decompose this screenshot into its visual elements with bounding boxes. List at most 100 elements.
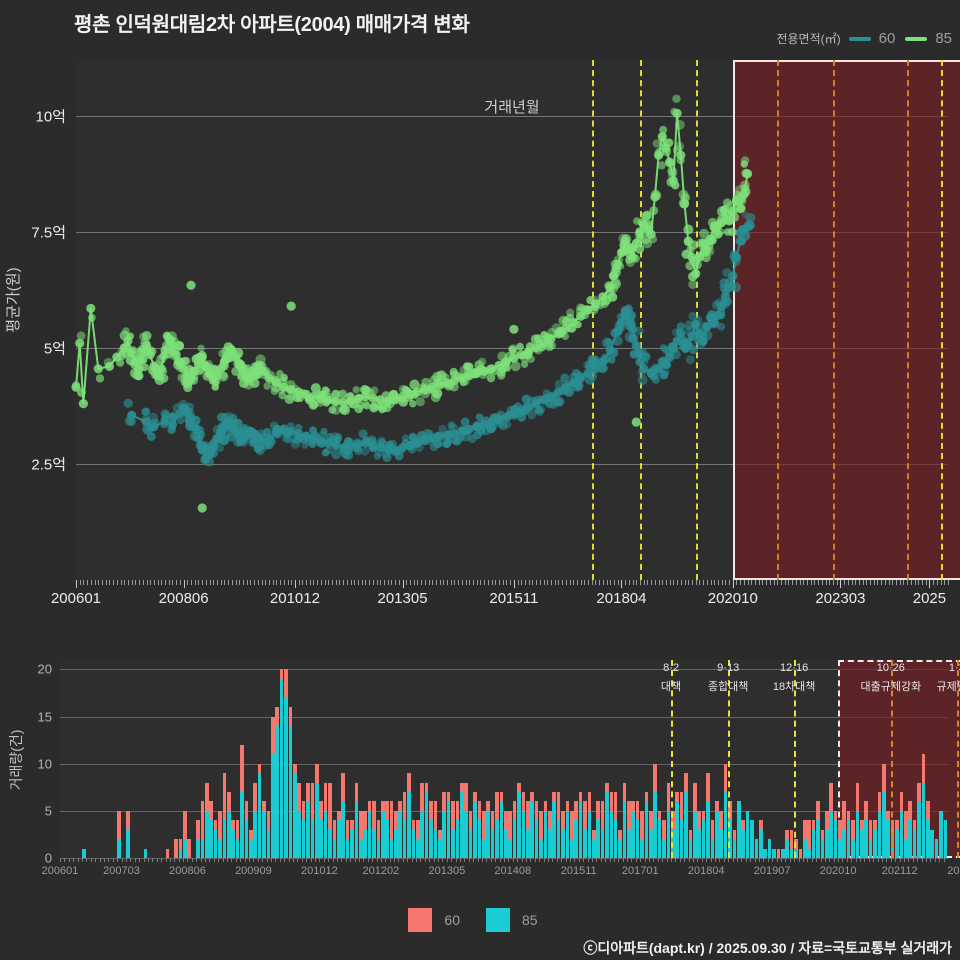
bar-segment-85 [389, 839, 394, 858]
bar [117, 660, 121, 858]
x-axis-tick [369, 580, 371, 585]
data-point [433, 439, 443, 449]
bar-segment-85 [332, 839, 337, 858]
bar-segment-85 [143, 848, 148, 858]
x-axis-tick [534, 858, 536, 862]
x-axis-tick [636, 580, 638, 585]
x-axis-tick [495, 858, 497, 862]
data-point [637, 375, 648, 386]
data-point [388, 391, 399, 402]
data-point [186, 408, 195, 417]
x-axis-tick [476, 580, 478, 585]
x-axis-tick [280, 580, 282, 585]
x-axis-tick [922, 580, 924, 585]
bar [816, 660, 820, 858]
data-point [498, 421, 508, 431]
x-axis-tick-label: 201202 [362, 865, 400, 877]
x-axis-tick [319, 858, 321, 862]
bar [635, 660, 640, 858]
data-point [163, 332, 172, 341]
annotation-date: 8·2 [663, 662, 679, 674]
data-point [75, 338, 85, 348]
x-axis-tick [486, 858, 488, 862]
x-axis-tick [743, 580, 745, 585]
data-point [449, 370, 459, 380]
x-axis-tick [649, 858, 651, 862]
x-axis-tick [614, 580, 616, 585]
bar-segment-60 [583, 801, 587, 830]
bar-segment-85 [763, 848, 767, 858]
x-axis-tick [416, 858, 418, 862]
bar-segment-85 [218, 839, 222, 858]
x-axis-tick [306, 580, 308, 585]
bar-segment-85 [460, 792, 464, 858]
bar [504, 660, 508, 858]
x-axis-tick [802, 858, 804, 862]
bar [455, 660, 460, 858]
x-axis-tick [832, 580, 834, 585]
bar-segment-85 [605, 792, 609, 858]
bar [758, 660, 763, 858]
x-axis-tick [391, 580, 393, 585]
bar-segment-60 [912, 820, 917, 830]
x-axis-tick [907, 580, 909, 585]
x-axis-tick [933, 580, 935, 585]
bar [209, 660, 214, 858]
x-axis-tick [432, 580, 434, 585]
bar [767, 660, 772, 858]
bar-segment-85 [846, 820, 851, 858]
bar-segment-85 [851, 839, 855, 858]
x-axis-tick [657, 858, 659, 862]
bar-segment-60 [323, 782, 328, 811]
data-point [661, 368, 670, 377]
x-axis-tick [521, 580, 523, 585]
bar-segment-60 [618, 829, 622, 840]
bar-segment-60 [442, 792, 447, 811]
bar-segment-85 [253, 810, 258, 858]
data-point [604, 281, 614, 291]
x-axis-tick [458, 580, 460, 585]
data-point [336, 390, 347, 400]
data-point [77, 388, 86, 397]
price-chart-y-title: 평균가(원) [5, 267, 22, 333]
bar [627, 660, 631, 858]
data-point [648, 235, 658, 244]
bar-segment-60 [490, 810, 495, 830]
bar [279, 660, 284, 858]
x-axis-tick [936, 580, 938, 585]
bar-segment-85 [350, 829, 354, 858]
data-point [699, 321, 709, 331]
bar-segment-85 [943, 820, 948, 858]
data-point [72, 381, 81, 390]
data-point [134, 372, 143, 381]
bar-segment-60 [565, 801, 570, 811]
bar-segment-85 [600, 829, 605, 858]
bar-segment-60 [174, 839, 178, 858]
x-axis-tick-major [840, 580, 842, 588]
x-axis-tick [468, 858, 470, 862]
bar [271, 660, 275, 858]
x-axis-tick [877, 580, 879, 585]
x-axis-tick [697, 858, 699, 862]
bar-segment-60 [776, 848, 781, 858]
bar-segment-85 [666, 810, 671, 858]
bar [328, 660, 332, 858]
bar-segment-85 [231, 829, 236, 858]
x-axis-tick [79, 580, 81, 585]
x-axis-tick [297, 858, 299, 862]
bar-segment-85 [292, 773, 297, 858]
x-axis-tick [508, 858, 510, 862]
event-line [890, 660, 893, 858]
data-point [353, 443, 362, 452]
data-point [140, 338, 151, 349]
bar [904, 660, 908, 858]
data-point [265, 440, 274, 450]
x-axis-tick [205, 858, 207, 862]
bar [240, 660, 244, 858]
legend-swatch-60 [848, 36, 871, 41]
bar-segment-60 [877, 792, 882, 811]
bar-segment-60 [609, 792, 614, 811]
bar-segment-85 [561, 829, 565, 858]
data-point [78, 399, 88, 409]
